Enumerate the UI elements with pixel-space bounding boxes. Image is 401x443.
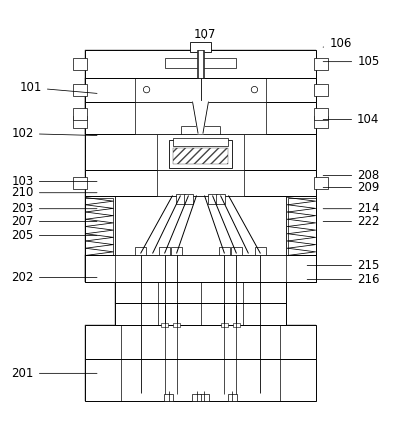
Bar — [314, 58, 328, 70]
Bar — [85, 256, 316, 282]
Bar — [136, 247, 146, 256]
Bar — [231, 247, 242, 256]
Bar — [233, 323, 240, 327]
Bar — [159, 247, 170, 256]
Bar — [200, 394, 209, 401]
Bar — [176, 194, 185, 203]
Text: 214: 214 — [323, 202, 380, 215]
Bar — [314, 116, 328, 128]
Bar — [314, 84, 328, 96]
Bar — [85, 134, 316, 170]
Text: 104: 104 — [323, 113, 379, 126]
Bar — [156, 134, 245, 170]
Bar — [197, 50, 204, 78]
Bar — [115, 282, 286, 303]
Bar — [156, 170, 245, 195]
Bar — [115, 303, 286, 326]
Bar — [216, 194, 225, 203]
Bar — [85, 78, 316, 101]
Bar — [168, 140, 233, 167]
Bar — [85, 326, 316, 359]
Text: 210: 210 — [12, 186, 97, 199]
Bar — [164, 394, 173, 401]
Bar — [73, 58, 87, 70]
Text: 216: 216 — [307, 273, 380, 286]
Bar — [190, 42, 211, 52]
Bar — [85, 326, 316, 359]
Bar — [135, 78, 266, 101]
Bar — [85, 50, 316, 78]
Bar — [85, 170, 316, 195]
Text: 207: 207 — [12, 215, 97, 228]
Bar — [85, 101, 135, 134]
Bar — [85, 50, 316, 78]
Bar — [85, 198, 113, 256]
Bar — [288, 198, 316, 256]
Polygon shape — [192, 101, 209, 134]
Bar — [255, 247, 265, 256]
Bar — [85, 78, 135, 101]
Bar — [192, 394, 201, 401]
Bar — [85, 195, 115, 282]
Text: 102: 102 — [12, 127, 97, 140]
Text: 202: 202 — [12, 271, 97, 284]
Text: 208: 208 — [323, 169, 379, 182]
Text: 103: 103 — [12, 175, 97, 188]
Bar — [286, 195, 316, 282]
Bar — [85, 101, 316, 134]
Bar — [161, 323, 168, 327]
Bar — [73, 116, 87, 128]
Bar — [73, 177, 87, 189]
Text: 203: 203 — [12, 202, 97, 215]
Text: 201: 201 — [12, 367, 97, 380]
Bar — [164, 58, 237, 68]
Bar — [228, 394, 237, 401]
Bar — [85, 78, 316, 101]
Bar — [85, 359, 316, 401]
Text: 107: 107 — [193, 28, 216, 41]
Bar — [85, 134, 316, 170]
Bar — [85, 195, 115, 282]
Bar — [286, 195, 316, 282]
Text: 101: 101 — [20, 81, 97, 94]
Bar — [173, 323, 180, 327]
Bar — [115, 282, 286, 303]
Bar — [172, 138, 229, 146]
Bar — [172, 148, 229, 163]
Bar — [208, 194, 217, 203]
Text: 106: 106 — [323, 37, 352, 50]
Bar — [314, 108, 328, 120]
Bar — [221, 323, 228, 327]
Bar — [266, 101, 316, 134]
Text: 205: 205 — [12, 229, 97, 242]
Bar — [266, 78, 316, 101]
Bar — [85, 256, 316, 282]
Bar — [73, 108, 87, 120]
Bar — [85, 101, 316, 134]
Text: 215: 215 — [307, 259, 379, 272]
Text: 105: 105 — [323, 55, 379, 68]
Bar — [73, 84, 87, 96]
Bar — [115, 303, 286, 326]
Text: 209: 209 — [323, 181, 379, 194]
Bar — [314, 177, 328, 189]
Bar — [135, 101, 266, 134]
Text: 222: 222 — [323, 215, 380, 228]
Bar — [184, 194, 193, 203]
Bar — [219, 247, 230, 256]
Bar — [85, 170, 316, 195]
Bar — [115, 195, 286, 256]
Bar — [171, 247, 182, 256]
Bar — [85, 359, 316, 401]
